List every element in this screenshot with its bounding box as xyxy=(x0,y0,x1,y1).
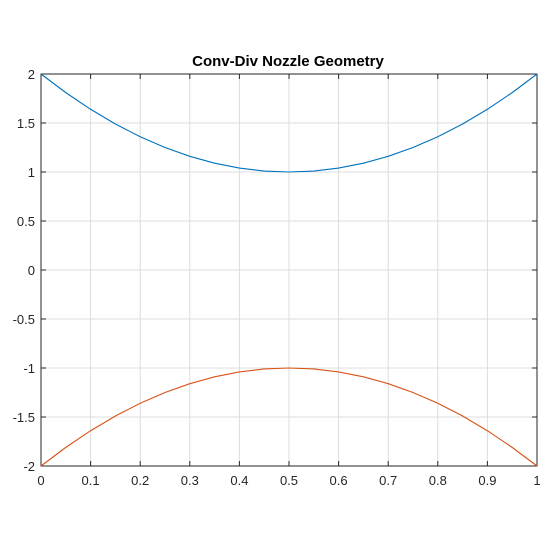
y-tick-label: 1 xyxy=(28,165,35,180)
x-tick-label: 0.5 xyxy=(280,473,298,488)
series-line-1 xyxy=(40,73,538,173)
x-tick-label: 0.3 xyxy=(181,473,199,488)
y-tick-label: -2 xyxy=(23,459,35,474)
y-tick-label: 0.5 xyxy=(17,214,35,229)
x-tick-label: 0.2 xyxy=(131,473,149,488)
y-tick-label: -0.5 xyxy=(13,312,35,327)
y-tick-label: 0 xyxy=(28,263,35,278)
axes-box xyxy=(40,73,538,467)
x-tick-label: 0.6 xyxy=(330,473,348,488)
series-line-2 xyxy=(40,367,538,467)
x-tick-label: 0 xyxy=(37,473,44,488)
y-tick-label: -1 xyxy=(23,361,35,376)
y-tick-label: 2 xyxy=(28,67,35,82)
x-tick-label: 0.4 xyxy=(230,473,248,488)
x-tick-label: 0.9 xyxy=(478,473,496,488)
y-tick-label: 1.5 xyxy=(17,116,35,131)
x-tick-label: 0.8 xyxy=(429,473,447,488)
y-tick-label: -1.5 xyxy=(13,410,35,425)
x-tick-label: 0.7 xyxy=(379,473,397,488)
plot-area: 0 0.1 0.2 0.3 0.4 0.5 0.6 0.7 0.8 0.9 1 2 1.5 1 0.5 0 -0… xyxy=(13,67,541,488)
chart-title: Conv-Div Nozzle Geometry xyxy=(192,53,384,70)
x-tick-label: 1 xyxy=(533,473,540,488)
x-tick-label: 0.1 xyxy=(82,473,100,488)
